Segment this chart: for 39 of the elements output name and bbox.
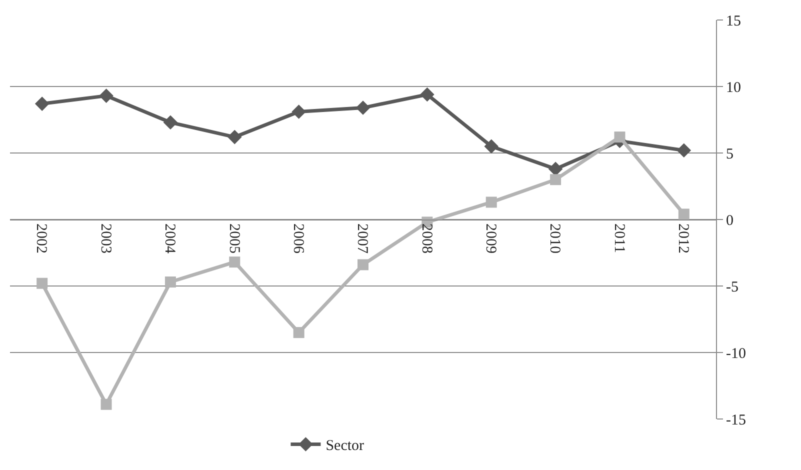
legend-label: Sector bbox=[326, 438, 364, 454]
point bbox=[614, 132, 626, 143]
point bbox=[356, 100, 370, 115]
x-tick-label: 2011 bbox=[610, 224, 627, 253]
point bbox=[550, 174, 562, 186]
x-tick-label: 2004 bbox=[162, 224, 178, 254]
y-tick-label: -15 bbox=[726, 412, 746, 428]
y-tick-label: 5 bbox=[726, 146, 734, 162]
y-tick-label: 15 bbox=[726, 13, 741, 30]
point bbox=[484, 139, 499, 154]
point bbox=[293, 327, 304, 338]
point bbox=[358, 259, 368, 270]
x-tick-label: 2003 bbox=[97, 224, 114, 254]
point bbox=[676, 143, 692, 158]
y-tick-label: 0 bbox=[726, 212, 734, 229]
point bbox=[229, 256, 240, 268]
x-tick-label: 2008 bbox=[418, 224, 434, 254]
x-tick-label: 2010 bbox=[546, 224, 563, 254]
point bbox=[292, 104, 306, 119]
point bbox=[100, 398, 112, 410]
point bbox=[420, 87, 434, 102]
y-tick-label: -10 bbox=[726, 346, 746, 362]
x-tick-label: 2006 bbox=[290, 224, 306, 254]
point bbox=[486, 196, 497, 208]
point bbox=[164, 276, 176, 288]
x-tick-label: 2007 bbox=[354, 224, 370, 254]
x-tick-label: 2009 bbox=[482, 224, 498, 254]
x-tick-label: 2012 bbox=[675, 224, 692, 254]
point bbox=[163, 115, 178, 130]
point bbox=[678, 208, 690, 220]
y-tick-label: -5 bbox=[726, 279, 738, 296]
x-tick-label: 2002 bbox=[33, 224, 50, 254]
point bbox=[227, 130, 242, 144]
y-tick-label: 10 bbox=[726, 80, 741, 96]
point bbox=[548, 162, 563, 176]
point bbox=[34, 96, 50, 111]
x-tick-label: 2005 bbox=[226, 224, 242, 254]
point bbox=[99, 88, 114, 103]
point bbox=[36, 278, 48, 289]
